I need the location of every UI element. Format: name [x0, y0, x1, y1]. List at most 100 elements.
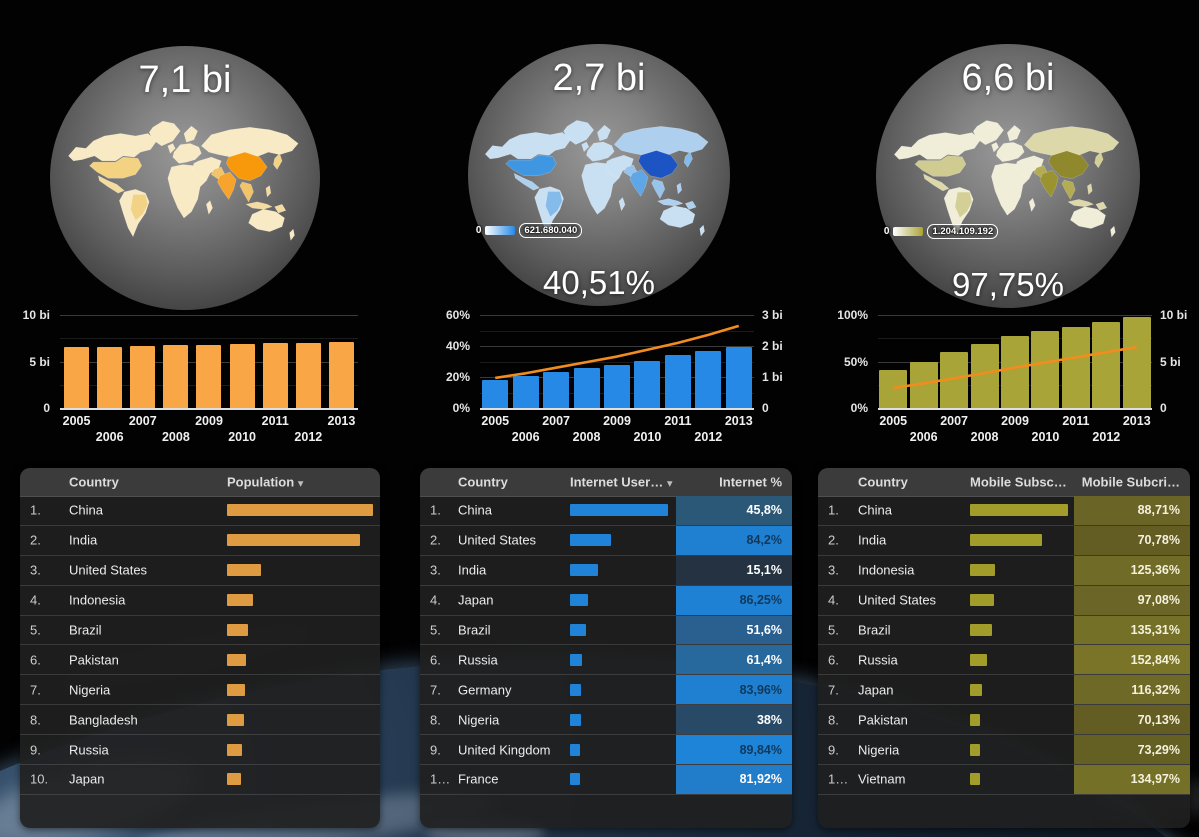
row-rank: 8. — [430, 712, 441, 728]
chart-bar[interactable] — [1092, 321, 1121, 408]
table-row: 2. United States 84,2% — [420, 525, 792, 556]
chart-bar[interactable] — [512, 376, 539, 408]
row-rank: 8. — [828, 712, 839, 728]
year-tick-label: 2011 — [664, 414, 692, 428]
row-rank: 7. — [828, 682, 839, 698]
mobile-globe-map[interactable]: 6,6 bi 0 1.204.109.192 97,75% — [876, 44, 1140, 308]
chart-bar[interactable] — [725, 346, 752, 408]
chart-bar[interactable] — [163, 345, 189, 408]
row-heatmap-value: 152,84% — [1074, 645, 1190, 675]
internet-by-year-chart[interactable]: 60% 3 bi 40% 2 bi 20% 1 bi 0% 0 2005 2006 2007 2008… — [418, 306, 792, 452]
table-row: 7. Japan 116,32% — [818, 675, 1190, 706]
chart-bar[interactable] — [970, 344, 999, 408]
row-country-name: United States — [69, 562, 148, 578]
chart-bar[interactable] — [97, 346, 123, 408]
chart-bar[interactable] — [328, 341, 354, 408]
row-country-name: Brazil — [458, 622, 491, 638]
chart-bar[interactable] — [1000, 336, 1029, 408]
year-tick-label: 2011 — [1062, 414, 1090, 428]
row-heatmap-value: 135,31% — [1074, 615, 1190, 645]
chart-bar[interactable] — [634, 360, 661, 408]
right-axis-tick-label: 10 bi — [1160, 308, 1188, 322]
year-tick-label: 2009 — [1001, 414, 1029, 428]
row-heatmap-value: 73,29% — [1074, 735, 1190, 765]
row-value-bar — [227, 713, 244, 726]
column-header-metric[interactable]: Population ▾ — [227, 475, 303, 490]
left-axis-tick-label: 0 — [43, 401, 50, 415]
bar-series — [480, 315, 754, 408]
column-header-country[interactable]: Country — [69, 474, 119, 490]
chart-bar[interactable] — [603, 365, 630, 408]
row-rank: 7. — [430, 682, 441, 698]
year-tick-label: 2010 — [1031, 430, 1060, 444]
mobile-by-year-chart[interactable]: 100% 10 bi 50% 5 bi 0% 0 2005 2006 2007 2008 2009 2… — [814, 306, 1192, 452]
year-tick-label: 2012 — [294, 430, 323, 444]
row-rank: 1… — [828, 771, 849, 787]
row-heatmap-value: 125,36% — [1074, 555, 1190, 585]
column-header-country[interactable]: Country — [458, 474, 508, 490]
year-tick-label: 2005 — [62, 414, 91, 428]
table-row: 6. Russia 61,4% — [420, 645, 792, 676]
left-axis-tick-label: 0% — [850, 401, 868, 415]
right-axis-tick-label: 5 bi — [1160, 354, 1181, 369]
row-heatmap-value: 70,78% — [1074, 525, 1190, 555]
year-tick-label: 2007 — [128, 414, 157, 428]
row-value-bar — [570, 683, 581, 696]
population-by-year-chart[interactable]: 10 bi 5 bi 0 2005 2006 2007 2008 2009 2010 2011 20… — [10, 306, 382, 452]
row-heatmap-value: 86,25% — [676, 585, 792, 615]
year-tick-label: 2012 — [1092, 430, 1121, 444]
chart-bar[interactable] — [130, 345, 156, 408]
chart-bar[interactable] — [879, 369, 908, 408]
line-series — [878, 315, 1152, 408]
column-header-heatmap[interactable]: Mobile Subcri… — [1081, 474, 1180, 490]
table-header-row: Country Mobile Subsc… Mobile Subcri… — [818, 468, 1190, 497]
internet-globe-map[interactable]: 2,7 bi 0 621.680.040 40,51% — [468, 44, 730, 306]
column-header-metric[interactable]: Mobile Subsc… — [970, 475, 1067, 490]
internet-country-table: Country Internet User… ▾ Internet % 1. China 4… — [420, 468, 792, 828]
chart-bar[interactable] — [1031, 331, 1060, 408]
column-header-metric[interactable]: Internet User… ▾ — [570, 475, 672, 490]
row-value-bar — [970, 653, 987, 666]
row-rank: 4. — [828, 592, 839, 608]
row-country-name: United States — [858, 592, 937, 608]
bar-series — [60, 315, 358, 408]
chart-bar[interactable] — [1122, 317, 1151, 408]
row-country-name: Japan — [458, 592, 494, 608]
year-tick-label: 2013 — [724, 414, 753, 428]
table-body: 1. China 2. India 3. United States 4. Indonesia… — [20, 496, 380, 795]
row-value-bar — [970, 564, 996, 577]
row-country-name: Japan — [858, 682, 894, 698]
chart-bar[interactable] — [229, 343, 255, 408]
column-header-heatmap[interactable]: Internet % — [719, 474, 782, 490]
left-axis-tick-label: 60% — [445, 308, 470, 322]
row-rank: 5. — [828, 622, 839, 638]
chart-bar[interactable] — [664, 355, 691, 408]
row-value-bar — [570, 773, 580, 786]
chart-bar[interactable] — [482, 380, 509, 408]
row-value-bar — [970, 504, 1068, 517]
chart-bar[interactable] — [695, 350, 722, 408]
row-heatmap-value: 97,08% — [1074, 585, 1190, 615]
line-series — [480, 315, 754, 408]
chart-bar[interactable] — [573, 368, 600, 408]
row-country-name: United States — [458, 532, 537, 548]
column-header-country[interactable]: Country — [858, 474, 908, 490]
year-tick-label: 2005 — [879, 414, 908, 428]
row-heatmap-value: 51,6% — [676, 615, 792, 645]
row-value-bar — [970, 743, 980, 756]
right-axis-tick-label: 0 — [1160, 401, 1167, 415]
chart-bar[interactable] — [295, 342, 321, 408]
chart-bar[interactable] — [1061, 326, 1090, 408]
table-row: 3. United States — [20, 556, 380, 586]
row-heatmap-value: 83,96% — [676, 675, 792, 705]
chart-bar[interactable] — [543, 371, 570, 408]
row-rank: 6. — [430, 652, 441, 668]
mobile-subscriptions-total-value: 6,6 bi — [961, 57, 1055, 99]
internet-world-map — [485, 119, 709, 236]
left-axis-tick-label: 50% — [843, 354, 868, 369]
chart-bar[interactable] — [196, 344, 222, 408]
chart-bar[interactable] — [64, 347, 90, 408]
row-heatmap-value: 134,97% — [1074, 765, 1190, 794]
population-globe-map[interactable]: 7,1 bi — [50, 46, 320, 310]
chart-bar[interactable] — [262, 343, 288, 408]
